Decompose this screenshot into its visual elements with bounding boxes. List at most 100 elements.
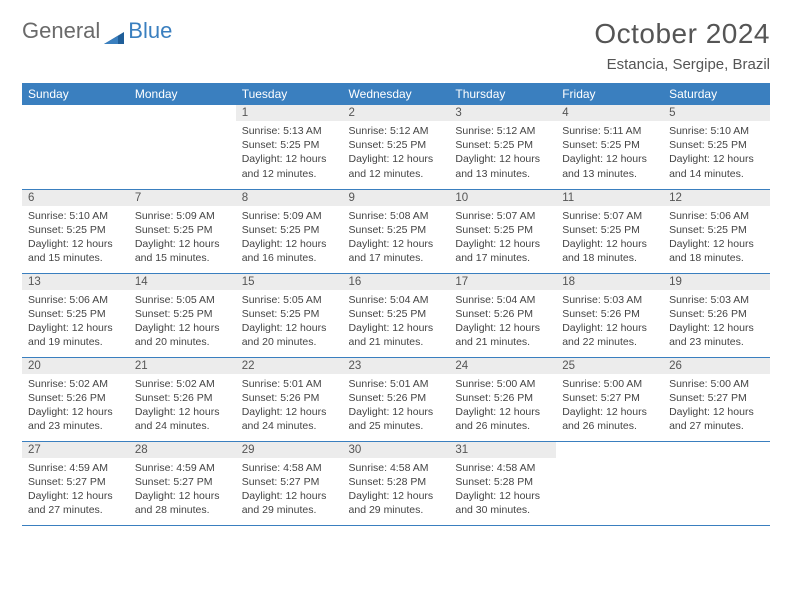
- day-details: Sunrise: 5:13 AMSunset: 5:25 PMDaylight:…: [236, 121, 343, 186]
- day-number: 11: [556, 190, 663, 206]
- daylight-line: Daylight: 12 hours and 16 minutes.: [242, 237, 337, 265]
- sunrise-line: Sunrise: 5:00 AM: [455, 377, 550, 391]
- day-details: Sunrise: 5:01 AMSunset: 5:26 PMDaylight:…: [236, 374, 343, 439]
- calendar-cell: [556, 441, 663, 525]
- sunset-line: Sunset: 5:25 PM: [349, 223, 444, 237]
- day-details: Sunrise: 5:01 AMSunset: 5:26 PMDaylight:…: [343, 374, 450, 439]
- day-number: 22: [236, 358, 343, 374]
- sunrise-line: Sunrise: 5:06 AM: [669, 209, 764, 223]
- calendar-cell: 19Sunrise: 5:03 AMSunset: 5:26 PMDayligh…: [663, 273, 770, 357]
- sunrise-line: Sunrise: 5:04 AM: [455, 293, 550, 307]
- dow-header: Saturday: [663, 83, 770, 105]
- sunset-line: Sunset: 5:28 PM: [455, 475, 550, 489]
- dow-header: Friday: [556, 83, 663, 105]
- day-number: 3: [449, 105, 556, 121]
- day-number: 16: [343, 274, 450, 290]
- sunrise-line: Sunrise: 4:58 AM: [242, 461, 337, 475]
- sunrise-line: Sunrise: 5:09 AM: [242, 209, 337, 223]
- sunset-line: Sunset: 5:26 PM: [455, 307, 550, 321]
- day-details: Sunrise: 5:10 AMSunset: 5:25 PMDaylight:…: [22, 206, 129, 271]
- calendar-cell: 13Sunrise: 5:06 AMSunset: 5:25 PMDayligh…: [22, 273, 129, 357]
- day-details: Sunrise: 5:03 AMSunset: 5:26 PMDaylight:…: [663, 290, 770, 355]
- sunrise-line: Sunrise: 5:00 AM: [669, 377, 764, 391]
- sunset-line: Sunset: 5:27 PM: [28, 475, 123, 489]
- day-details: Sunrise: 5:04 AMSunset: 5:25 PMDaylight:…: [343, 290, 450, 355]
- daylight-line: Daylight: 12 hours and 12 minutes.: [349, 152, 444, 180]
- sunrise-line: Sunrise: 4:59 AM: [28, 461, 123, 475]
- day-details: Sunrise: 4:59 AMSunset: 5:27 PMDaylight:…: [22, 458, 129, 523]
- day-number: 20: [22, 358, 129, 374]
- calendar-cell: 15Sunrise: 5:05 AMSunset: 5:25 PMDayligh…: [236, 273, 343, 357]
- calendar-week: 27Sunrise: 4:59 AMSunset: 5:27 PMDayligh…: [22, 441, 770, 525]
- daylight-line: Daylight: 12 hours and 22 minutes.: [562, 321, 657, 349]
- sunrise-line: Sunrise: 5:04 AM: [349, 293, 444, 307]
- calendar-week: 1Sunrise: 5:13 AMSunset: 5:25 PMDaylight…: [22, 105, 770, 189]
- day-details: Sunrise: 5:07 AMSunset: 5:25 PMDaylight:…: [556, 206, 663, 271]
- sunset-line: Sunset: 5:25 PM: [455, 223, 550, 237]
- daylight-line: Daylight: 12 hours and 18 minutes.: [562, 237, 657, 265]
- sunrise-line: Sunrise: 5:07 AM: [562, 209, 657, 223]
- dow-header: Sunday: [22, 83, 129, 105]
- calendar-cell: [22, 105, 129, 189]
- sunrise-line: Sunrise: 5:05 AM: [242, 293, 337, 307]
- day-details: Sunrise: 5:02 AMSunset: 5:26 PMDaylight:…: [22, 374, 129, 439]
- sunset-line: Sunset: 5:25 PM: [562, 223, 657, 237]
- calendar-cell: 29Sunrise: 4:58 AMSunset: 5:27 PMDayligh…: [236, 441, 343, 525]
- sunset-line: Sunset: 5:26 PM: [562, 307, 657, 321]
- day-details: Sunrise: 5:05 AMSunset: 5:25 PMDaylight:…: [236, 290, 343, 355]
- day-details: Sunrise: 5:06 AMSunset: 5:25 PMDaylight:…: [22, 290, 129, 355]
- sunrise-line: Sunrise: 4:58 AM: [349, 461, 444, 475]
- calendar-body: 1Sunrise: 5:13 AMSunset: 5:25 PMDaylight…: [22, 105, 770, 525]
- sunset-line: Sunset: 5:25 PM: [28, 223, 123, 237]
- daylight-line: Daylight: 12 hours and 19 minutes.: [28, 321, 123, 349]
- daylight-line: Daylight: 12 hours and 18 minutes.: [669, 237, 764, 265]
- day-of-week-row: SundayMondayTuesdayWednesdayThursdayFrid…: [22, 83, 770, 105]
- day-details: Sunrise: 5:07 AMSunset: 5:25 PMDaylight:…: [449, 206, 556, 271]
- sunrise-line: Sunrise: 5:12 AM: [455, 124, 550, 138]
- daylight-line: Daylight: 12 hours and 15 minutes.: [135, 237, 230, 265]
- day-details: Sunrise: 4:58 AMSunset: 5:28 PMDaylight:…: [343, 458, 450, 523]
- sunset-line: Sunset: 5:25 PM: [669, 223, 764, 237]
- calendar-cell: 23Sunrise: 5:01 AMSunset: 5:26 PMDayligh…: [343, 357, 450, 441]
- sunrise-line: Sunrise: 4:59 AM: [135, 461, 230, 475]
- day-number: 15: [236, 274, 343, 290]
- day-number: 30: [343, 442, 450, 458]
- sunset-line: Sunset: 5:25 PM: [455, 138, 550, 152]
- calendar-cell: 18Sunrise: 5:03 AMSunset: 5:26 PMDayligh…: [556, 273, 663, 357]
- daylight-line: Daylight: 12 hours and 23 minutes.: [28, 405, 123, 433]
- daylight-line: Daylight: 12 hours and 13 minutes.: [455, 152, 550, 180]
- calendar-cell: 10Sunrise: 5:07 AMSunset: 5:25 PMDayligh…: [449, 189, 556, 273]
- sunset-line: Sunset: 5:26 PM: [135, 391, 230, 405]
- day-number: 19: [663, 274, 770, 290]
- sunset-line: Sunset: 5:25 PM: [349, 138, 444, 152]
- sunrise-line: Sunrise: 5:01 AM: [242, 377, 337, 391]
- daylight-line: Daylight: 12 hours and 24 minutes.: [242, 405, 337, 433]
- page-header: General Blue October 2024 Estancia, Serg…: [22, 18, 770, 73]
- day-number: 29: [236, 442, 343, 458]
- day-number: 6: [22, 190, 129, 206]
- day-details: Sunrise: 5:04 AMSunset: 5:26 PMDaylight:…: [449, 290, 556, 355]
- day-number: 21: [129, 358, 236, 374]
- sunset-line: Sunset: 5:25 PM: [242, 223, 337, 237]
- sunset-line: Sunset: 5:26 PM: [349, 391, 444, 405]
- sunset-line: Sunset: 5:26 PM: [669, 307, 764, 321]
- dow-header: Monday: [129, 83, 236, 105]
- calendar-week: 6Sunrise: 5:10 AMSunset: 5:25 PMDaylight…: [22, 189, 770, 273]
- calendar-cell: 31Sunrise: 4:58 AMSunset: 5:28 PMDayligh…: [449, 441, 556, 525]
- sunrise-line: Sunrise: 5:00 AM: [562, 377, 657, 391]
- day-details: Sunrise: 5:02 AMSunset: 5:26 PMDaylight:…: [129, 374, 236, 439]
- day-number: 2: [343, 105, 450, 121]
- day-number: 28: [129, 442, 236, 458]
- day-number: 12: [663, 190, 770, 206]
- calendar-cell: 21Sunrise: 5:02 AMSunset: 5:26 PMDayligh…: [129, 357, 236, 441]
- daylight-line: Daylight: 12 hours and 21 minutes.: [455, 321, 550, 349]
- sunrise-line: Sunrise: 5:07 AM: [455, 209, 550, 223]
- daylight-line: Daylight: 12 hours and 26 minutes.: [562, 405, 657, 433]
- sunset-line: Sunset: 5:25 PM: [349, 307, 444, 321]
- month-title: October 2024: [594, 18, 770, 50]
- day-number: 31: [449, 442, 556, 458]
- location-label: Estancia, Sergipe, Brazil: [594, 56, 770, 73]
- title-block: October 2024 Estancia, Sergipe, Brazil: [594, 18, 770, 73]
- day-details: Sunrise: 5:06 AMSunset: 5:25 PMDaylight:…: [663, 206, 770, 271]
- day-details: Sunrise: 5:11 AMSunset: 5:25 PMDaylight:…: [556, 121, 663, 186]
